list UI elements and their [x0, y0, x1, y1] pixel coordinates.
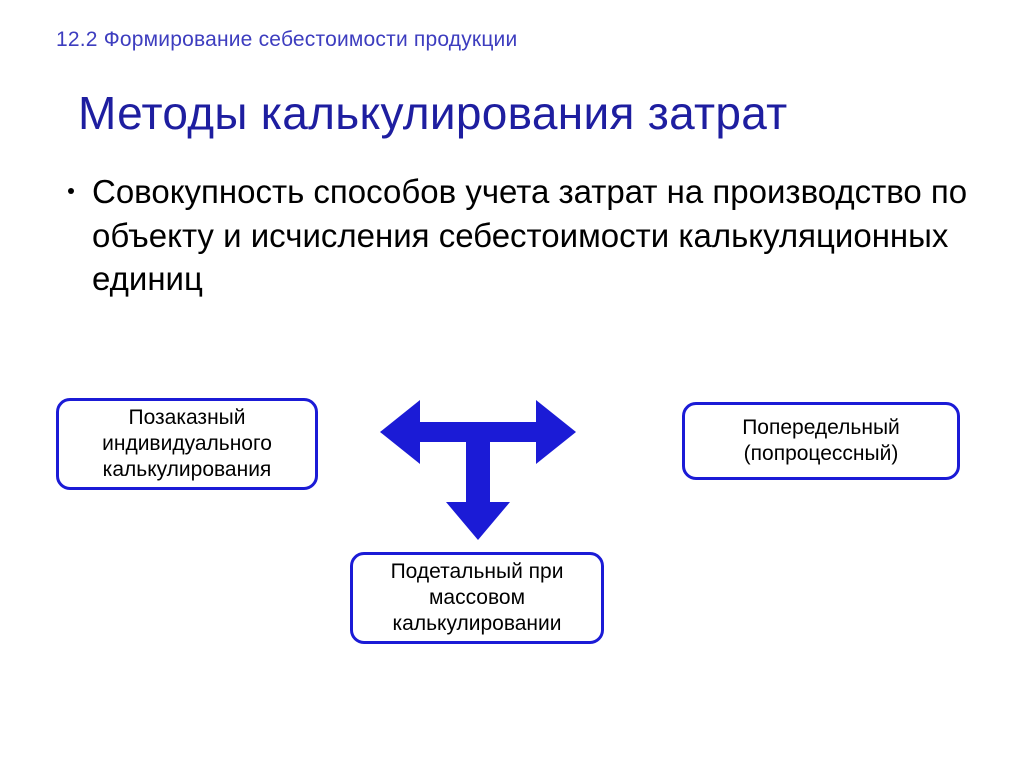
bullet-item: Совокупность способов учета затрат на пр… [68, 170, 968, 301]
section-pretitle: 12.2 Формирование себестоимости продукци… [56, 28, 517, 52]
bullet-text: Совокупность способов учета затрат на пр… [92, 170, 968, 301]
slide-title: Методы калькулирования затрат [78, 86, 788, 140]
body-text-block: Совокупность способов учета затрат на пр… [68, 170, 968, 301]
diagram-node-right: Попередельный (попроцессный) [682, 402, 960, 480]
diagram-node-left: Позаказный индивидуального калькулирован… [56, 398, 318, 490]
bullet-icon [68, 188, 74, 194]
diagram-node-bottom: Подетальный при массовом калькулировании [350, 552, 604, 644]
slide: 12.2 Формирование себестоимости продукци… [0, 0, 1024, 767]
three-way-arrow-icon [380, 382, 576, 540]
